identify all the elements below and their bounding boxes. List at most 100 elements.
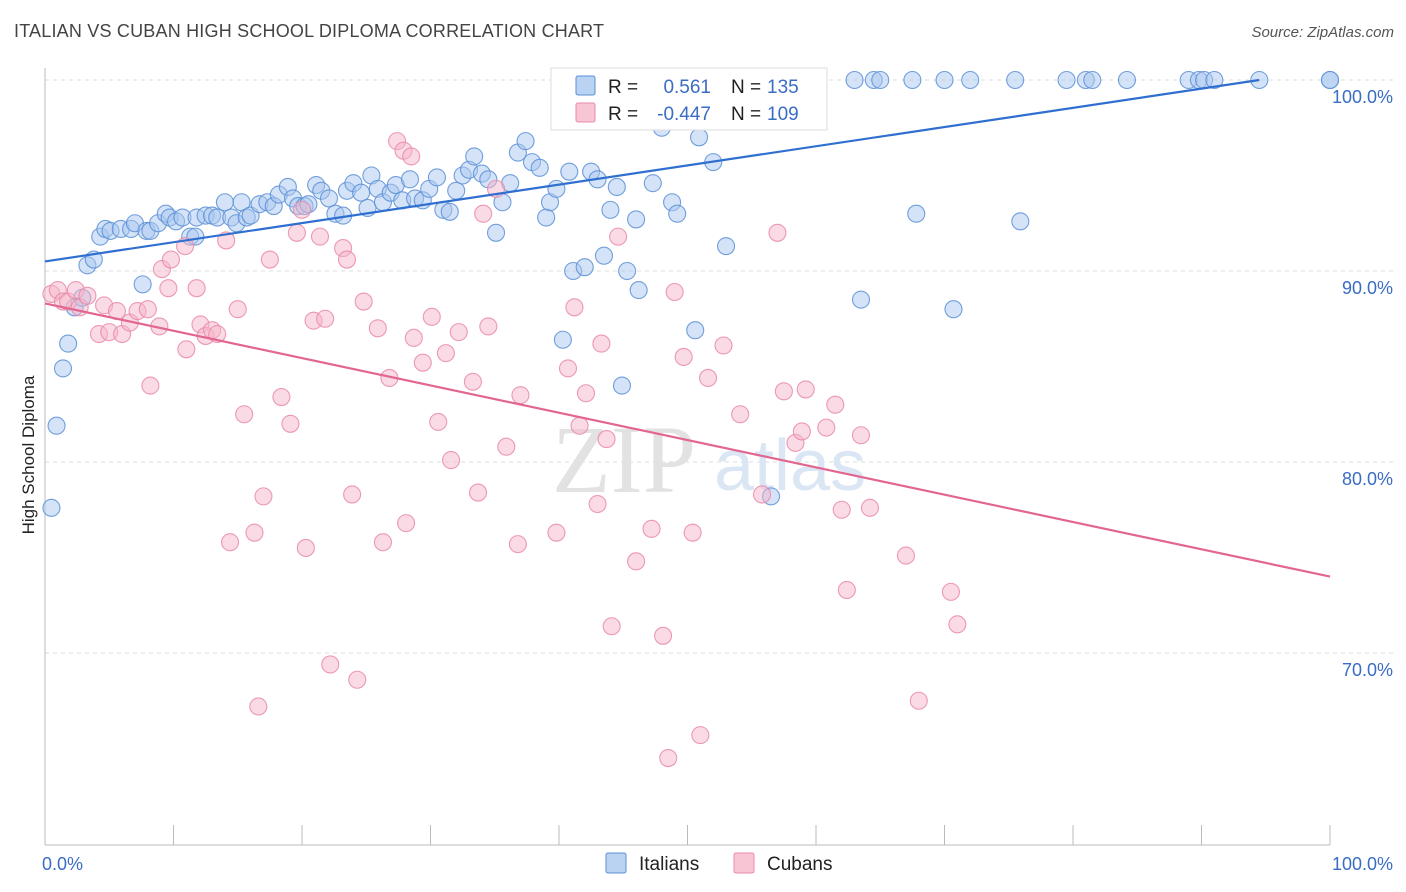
point-cubans [78, 286, 97, 305]
y-tick-labels: 100.0% 90.0% 80.0% 70.0% [1332, 87, 1393, 680]
point-cubans [310, 227, 330, 246]
point-cubans [817, 418, 836, 437]
point-italians [447, 181, 466, 200]
y-axis-label: High School Diploma [19, 375, 38, 534]
trend-lines [44, 78, 1331, 578]
point-cubans [187, 279, 206, 298]
point-cubans [909, 691, 928, 710]
point-italians [601, 200, 620, 219]
point-cubans [768, 223, 787, 242]
point-italians [629, 281, 648, 300]
legend-r-value-italians: 0.561 [663, 77, 711, 98]
point-cubans [659, 748, 678, 768]
point-italians [53, 359, 73, 378]
point-italians [547, 179, 566, 198]
point-cubans [337, 250, 357, 269]
point-cubans [272, 388, 291, 407]
x-tick-label-max: 100.0% [1332, 854, 1393, 874]
point-cubans [796, 380, 815, 399]
point-cubans [570, 416, 589, 435]
point-italians [686, 321, 705, 340]
point-italians [59, 334, 78, 353]
point-italians [553, 330, 572, 349]
point-italians [440, 202, 459, 221]
point-italians [935, 70, 954, 90]
point-cubans [354, 292, 373, 311]
point-italians [716, 237, 736, 256]
trend-line-italians [44, 78, 1260, 263]
point-italians [627, 210, 646, 229]
point-cubans [474, 204, 493, 223]
point-italians [575, 258, 594, 277]
point-cubans [547, 523, 566, 542]
point-cubans [714, 336, 733, 355]
point-cubans [602, 617, 621, 636]
point-italians [690, 128, 709, 147]
point-cubans [468, 483, 488, 502]
point-cubans [281, 414, 300, 433]
point-italians [215, 193, 234, 212]
point-cubans [436, 344, 455, 363]
point-cubans [404, 328, 423, 347]
point-cubans [316, 309, 335, 328]
point-cubans [941, 582, 960, 601]
series-legend-swatch-cubans [733, 852, 755, 874]
point-cubans [699, 368, 718, 388]
point-cubans [511, 386, 530, 405]
point-italians [612, 376, 632, 395]
point-cubans [691, 726, 710, 745]
point-italians [352, 183, 371, 202]
point-cubans [177, 340, 196, 359]
series-legend: Italians Cubans [605, 852, 833, 875]
legend-n-label-cubans: N = [731, 104, 761, 125]
point-cubans [592, 334, 611, 353]
legend-r-label-italians: R = [608, 77, 638, 98]
point-italians [903, 70, 922, 90]
point-cubans [683, 523, 702, 542]
point-cubans [321, 655, 340, 674]
point-italians [530, 158, 549, 177]
point-italians [907, 204, 926, 223]
point-italians [537, 208, 556, 227]
point-italians [643, 174, 662, 193]
point-italians [1320, 70, 1340, 90]
point-italians [871, 70, 890, 90]
point-cubans [627, 552, 646, 571]
point-cubans [576, 384, 596, 403]
point-cubans [260, 250, 279, 269]
point-cubans [287, 223, 306, 242]
stats-legend-box [550, 67, 828, 131]
point-cubans [832, 500, 851, 519]
point-cubans [429, 412, 448, 431]
point-cubans [837, 580, 856, 600]
point-italians [961, 70, 980, 90]
point-cubans [422, 307, 441, 326]
point-cubans [508, 535, 527, 554]
point-cubans [449, 323, 468, 342]
point-italians [607, 177, 626, 197]
point-cubans [792, 422, 811, 441]
series-legend-label-cubans: Cubans [767, 854, 833, 875]
trend-line-cubans [44, 302, 1331, 578]
point-italians [400, 170, 419, 189]
point-cubans [479, 317, 498, 336]
point-cubans [245, 523, 264, 542]
point-italians [1006, 70, 1025, 90]
point-cubans [292, 200, 312, 219]
point-italians [516, 132, 535, 151]
point-cubans [397, 514, 416, 533]
legend-swatch-italians [575, 75, 596, 96]
point-cubans [442, 451, 461, 470]
point-italians [486, 223, 506, 242]
point-cubans [296, 538, 315, 558]
point-cubans [826, 395, 845, 414]
point-cubans [665, 282, 684, 302]
point-italians [618, 261, 637, 281]
legend-r-label-cubans: R = [608, 104, 638, 125]
x-tick-label-min: 0.0% [42, 854, 83, 874]
point-italians [845, 70, 864, 90]
point-italians [1205, 70, 1224, 90]
point-cubans [413, 353, 432, 372]
point-cubans [217, 231, 236, 250]
